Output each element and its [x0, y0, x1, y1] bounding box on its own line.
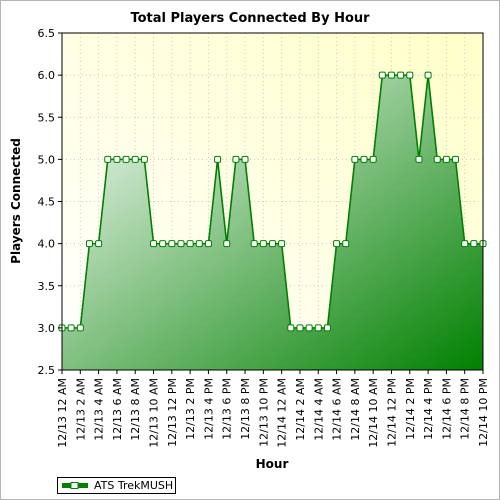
data-point [131, 155, 139, 163]
data-point [397, 71, 405, 79]
x-tick-label: 12/14 8 AM [349, 378, 362, 441]
series-area [62, 75, 483, 370]
data-point [314, 324, 322, 332]
data-point [305, 324, 313, 332]
data-point [168, 240, 176, 248]
y-axis: 2.5 3.0 3.5 4.0 4.5 5.0 5.5 6.0 6.5 [38, 27, 62, 377]
data-point [369, 155, 377, 163]
data-point [241, 155, 249, 163]
x-tick-label: 12/14 10 PM [477, 378, 490, 447]
data-point [177, 240, 185, 248]
x-tick-label: 12/14 10 AM [367, 378, 380, 448]
data-point [122, 155, 130, 163]
x-tick-label: 12/14 12 AM [276, 378, 289, 448]
data-point [150, 240, 158, 248]
y-tick-label: 3.0 [38, 322, 56, 335]
data-point [333, 240, 341, 248]
data-point [204, 240, 212, 248]
data-point [113, 155, 121, 163]
x-tick-label: 12/13 10 AM [148, 378, 161, 448]
data-point [232, 155, 240, 163]
data-point [195, 240, 203, 248]
x-tick-label: 12/13 2 PM [184, 378, 197, 440]
data-point [67, 324, 75, 332]
y-tick-label: 5.5 [38, 111, 56, 124]
data-point [452, 155, 460, 163]
x-tick-label: 12/14 4 AM [312, 378, 325, 441]
data-point [387, 71, 395, 79]
data-point [140, 155, 148, 163]
series-markers [58, 71, 487, 332]
data-point [95, 240, 103, 248]
data-point [351, 155, 359, 163]
data-point [442, 155, 450, 163]
data-point [424, 71, 432, 79]
y-tick-label: 4.5 [38, 196, 56, 209]
x-tick-label: 12/13 4 PM [202, 378, 215, 440]
x-tick-label: 12/14 6 AM [331, 378, 344, 441]
y-tick-label: 3.5 [38, 280, 56, 293]
data-point [342, 240, 350, 248]
data-point [461, 240, 469, 248]
x-axis-title: Hour [256, 457, 289, 471]
x-tick-label: 12/14 6 PM [440, 378, 453, 440]
y-tick-label: 4.0 [38, 238, 56, 251]
y-tick-label: 5.0 [38, 153, 56, 166]
x-tick-label: 12/14 2 PM [404, 378, 417, 440]
legend: ATS TrekMUSH [57, 477, 176, 494]
data-point [278, 240, 286, 248]
data-point [470, 240, 478, 248]
x-tick-label: 12/13 8 AM [129, 378, 142, 441]
x-tick-label: 12/13 12 PM [166, 378, 179, 447]
x-tick-label: 12/14 4 PM [422, 378, 435, 440]
data-point [223, 240, 231, 248]
data-point [415, 155, 423, 163]
legend-swatch [62, 482, 88, 489]
x-tick-label: 12/13 12 AM [56, 378, 69, 448]
data-point [104, 155, 112, 163]
x-axis: 12/13 12 AM 12/13 2 AM 12/13 4 AM 12/13 6 A… [56, 370, 490, 448]
data-point [323, 324, 331, 332]
y-tick-label: 6.0 [38, 69, 56, 82]
data-point [360, 155, 368, 163]
data-point [85, 240, 93, 248]
data-point [433, 155, 441, 163]
x-tick-label: 12/14 12 PM [385, 378, 398, 447]
data-point [378, 71, 386, 79]
y-axis-title: Players Connected [9, 138, 23, 264]
x-tick-label: 12/13 2 AM [74, 378, 87, 441]
data-point [269, 240, 276, 248]
data-point [186, 240, 194, 248]
x-tick-label: 12/14 2 AM [294, 378, 307, 441]
data-point [159, 240, 167, 248]
y-tick-label: 2.5 [38, 364, 56, 377]
x-tick-label: 12/13 8 PM [239, 378, 252, 440]
x-tick-label: 12/13 10 PM [257, 378, 270, 447]
data-point [214, 155, 222, 163]
x-tick-label: 12/14 8 PM [459, 378, 472, 440]
data-point [406, 71, 414, 79]
legend-label: ATS TrekMUSH [94, 479, 174, 492]
x-tick-label: 12/13 6 AM [111, 378, 124, 441]
data-point [287, 324, 295, 332]
x-tick-label: 12/13 4 AM [93, 378, 106, 441]
chart-title: Total Players Connected By Hour [130, 11, 370, 26]
y-tick-label: 6.5 [38, 27, 56, 40]
data-point [250, 240, 258, 248]
data-point [296, 324, 304, 332]
data-point [259, 240, 267, 248]
x-tick-label: 12/13 6 PM [221, 378, 234, 440]
data-point [76, 324, 84, 332]
